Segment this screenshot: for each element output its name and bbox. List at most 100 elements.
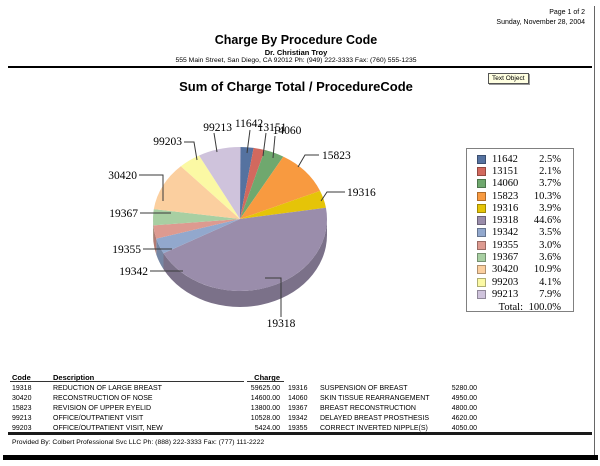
pie-label-11642: 11642	[235, 118, 264, 130]
cell-charge: 10528.00	[250, 415, 280, 422]
legend-row-19318: 19318 44.6%	[467, 214, 573, 226]
pie-slice-99203[interactable]	[180, 155, 240, 219]
table-header-underline	[10, 381, 244, 382]
legend-swatch-30420	[477, 265, 486, 275]
legend-code: 30420	[492, 264, 519, 276]
chart-legend[interactable]: 11642 2.5% 13151 2.1% 14060 3.7% 15823 10.3% 193…	[466, 148, 574, 314]
pie-slice-19355[interactable]	[153, 219, 240, 239]
pie-label-leader-99213	[213, 132, 218, 153]
legend-percent: 2.5%	[539, 153, 561, 165]
cell-charge: 14600.00	[250, 395, 280, 402]
pie-label-leader-99203	[184, 141, 198, 161]
pie-slice-11642[interactable]	[240, 147, 254, 219]
pie-label-leader-19316	[320, 191, 345, 202]
legend-percent: 3.7%	[539, 178, 561, 190]
cell-charge: 5280.00	[451, 385, 477, 392]
cell-charge: 5424.00	[254, 425, 280, 432]
legend-row-99203: 99203 4.1%	[467, 276, 573, 288]
legend-percent: 44.6%	[533, 215, 561, 227]
legend-code: 19342	[492, 227, 519, 239]
legend-swatch-11642	[477, 154, 486, 164]
legend-code: 13151	[492, 165, 519, 177]
cell-charge: 4800.00	[451, 405, 477, 412]
legend-total-value: 100.0%	[528, 302, 561, 314]
pie-label-15823: 15823	[322, 150, 351, 162]
legend-percent: 3.5%	[539, 227, 561, 239]
legend-swatch-19316	[477, 203, 486, 213]
legend-row-11642: 11642 2.5%	[467, 153, 573, 165]
chart-title[interactable]: Sum of Charge Total / ProcedureCode	[179, 79, 413, 94]
legend-code: 99213	[492, 288, 519, 300]
legend-swatch-13151	[477, 166, 486, 176]
table-header-description: Description	[53, 373, 95, 382]
legend-percent: 3.6%	[539, 252, 561, 264]
cell-charge: 4950.00	[451, 395, 477, 402]
legend-code: 19318	[492, 215, 519, 227]
report-date: Sunday, November 28, 2004	[496, 19, 585, 26]
header-rule	[8, 66, 592, 68]
cell-code: 19367	[288, 405, 308, 412]
legend-percent: 7.9%	[539, 288, 561, 300]
pie-label-19355: 19355	[112, 244, 141, 256]
legend-swatch-14060	[477, 179, 486, 189]
table-row: 30420 RECONSTRUCTION OF NOSE 14600.00 14060…	[0, 395, 600, 405]
cell-description: REDUCTION OF LARGE BREAST	[53, 385, 162, 392]
text-object-tooltip: Text Object	[488, 73, 529, 84]
cell-description: OFFICE/OUTPATIENT VISIT, NEW	[53, 425, 163, 432]
table-row: 99213 OFFICE/OUTPATIENT VISIT 10528.00 1934…	[0, 415, 600, 425]
cell-code: 99203	[12, 425, 32, 432]
legend-code: 99203	[492, 276, 519, 288]
cell-code: 30420	[12, 395, 32, 402]
cell-code: 99213	[12, 415, 32, 422]
pie-label-leader-15823	[297, 154, 319, 168]
pie-slice-13151[interactable]	[240, 147, 265, 219]
legend-row-14060: 14060 3.7%	[467, 178, 573, 190]
pie-slice-19367[interactable]	[153, 209, 240, 226]
pie-label-14060: 14060	[273, 125, 302, 137]
pie-slice-30420[interactable]	[153, 166, 240, 219]
pie-label-19316: 19316	[347, 187, 376, 199]
pie-slice-19316[interactable]	[240, 190, 326, 219]
pie-slice-19318[interactable]	[163, 207, 328, 292]
pie-slice-14060[interactable]	[240, 149, 284, 219]
pie-slice-99213[interactable]	[199, 146, 241, 219]
legend-percent: 10.9%	[533, 264, 561, 276]
pie-label-30420: 30420	[108, 170, 137, 182]
legend-code: 14060	[492, 178, 519, 190]
legend-percent: 3.9%	[539, 202, 561, 214]
report-title: Charge By Procedure Code	[214, 33, 378, 47]
cell-description: RECONSTRUCTION OF NOSE	[53, 395, 153, 402]
pie-label-99213: 99213	[203, 122, 232, 134]
cell-code: 15823	[12, 405, 32, 412]
legend-row-19316: 19316 3.9%	[467, 202, 573, 214]
pie-label-13151: 13151	[258, 122, 287, 134]
legend-swatch-19318	[477, 216, 486, 226]
pie-slice-side-19318[interactable]	[163, 219, 328, 308]
cell-charge: 4620.00	[451, 415, 477, 422]
pie-slice-side-19355[interactable]	[153, 225, 157, 255]
pie-slice-15823[interactable]	[240, 156, 321, 219]
legend-percent: 2.1%	[539, 165, 561, 177]
table-row: 99203 OFFICE/OUTPATIENT VISIT, NEW 5424.00…	[0, 425, 600, 435]
cell-description: DELAYED BREAST PROSTHESIS	[320, 415, 430, 422]
cell-charge: 59625.00	[250, 385, 280, 392]
legend-row-30420: 30420 10.9%	[467, 264, 573, 276]
cell-description: REVISION OF UPPER EYELID	[53, 405, 152, 412]
table-header-charge: Charge	[254, 373, 280, 382]
pie-label-19318: 19318	[267, 318, 296, 330]
cell-description: CORRECT INVERTED NIPPLE(S)	[320, 425, 428, 432]
legend-row-19367: 19367 3.6%	[467, 251, 573, 263]
cell-description: SUSPENSION OF BREAST	[320, 385, 408, 392]
cell-description: BREAST RECONSTRUCTION	[320, 405, 416, 412]
legend-percent: 3.0%	[539, 239, 561, 251]
legend-swatch-99213	[477, 289, 486, 299]
pie-slice-side-19342[interactable]	[156, 238, 164, 270]
legend-code: 19367	[492, 252, 519, 264]
table-row: 15823 REVISION OF UPPER EYELID 13800.00 193…	[0, 405, 600, 415]
cell-code: 19316	[288, 385, 308, 392]
pie-slice-19342[interactable]	[156, 219, 240, 254]
legend-swatch-15823	[477, 191, 486, 201]
cell-code: 19342	[288, 415, 308, 422]
page-bottom-edge	[3, 455, 598, 460]
